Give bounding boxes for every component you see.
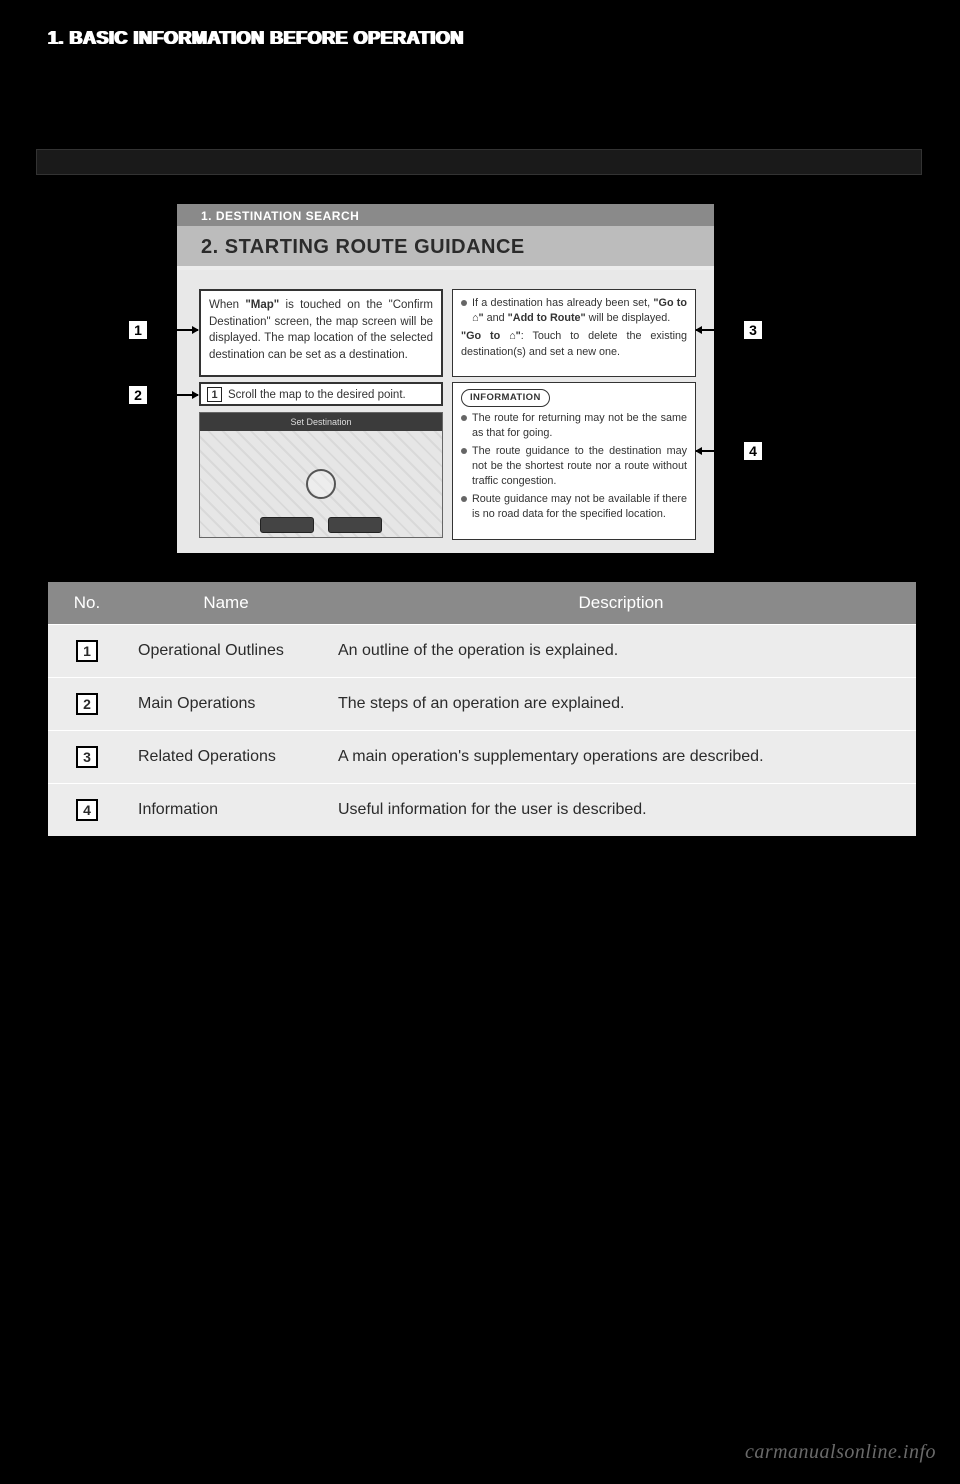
related-operations-box: If a destination has already been set, "…	[452, 289, 696, 377]
info-item: Route guidance may not be available if t…	[461, 492, 687, 522]
row-desc: Useful information for the user is descr…	[326, 784, 916, 837]
lead-line-2	[151, 394, 198, 396]
box3-bullet: If a destination has already been set, "…	[461, 296, 687, 326]
watermark: carmanualsonline.info	[745, 1441, 936, 1464]
row-num: 1	[76, 640, 98, 662]
main-operation-step-box: 1 Scroll the map to the desired point.	[199, 382, 443, 406]
row-name: Information	[126, 784, 326, 837]
map-screenshot: Set Destination	[199, 412, 443, 538]
row-name: Related Operations	[126, 731, 326, 784]
row-num: 4	[76, 799, 98, 821]
operational-outline-box: When "Map" is touched on the "Confirm De…	[199, 289, 443, 377]
row-name: Main Operations	[126, 678, 326, 731]
section-header: 1. BASIC INFORMATION BEFORE OPERATION	[48, 28, 464, 49]
panel-subheader: 1. DESTINATION SEARCH	[177, 204, 714, 226]
info-list: The route for returning may not be the s…	[461, 411, 687, 523]
legend-table: No. Name Description 1 Operational Outli…	[48, 582, 916, 836]
box3-line2: "Go to ⌂": Touch to delete the existing …	[461, 329, 687, 360]
divider-bar	[36, 149, 922, 175]
th-name: Name	[126, 582, 326, 625]
table-row: 4 Information Useful information for the…	[48, 784, 916, 837]
map-button-1	[260, 517, 314, 533]
th-desc: Description	[326, 582, 916, 625]
callout-marker-2: 2	[127, 384, 149, 406]
table-row: 3 Related Operations A main operation's …	[48, 731, 916, 784]
panel-title: 2. STARTING ROUTE GUIDANCE	[177, 226, 714, 266]
map-title-bar: Set Destination	[200, 413, 442, 431]
compass-icon	[306, 469, 336, 499]
row-desc: A main operation's supplementary operati…	[326, 731, 916, 784]
callout-marker-3: 3	[742, 319, 764, 341]
map-button-2	[328, 517, 382, 533]
example-panel: 1. DESTINATION SEARCH 2. STARTING ROUTE …	[177, 204, 714, 553]
row-num: 3	[76, 746, 98, 768]
table-row: 2 Main Operations The steps of an operat…	[48, 678, 916, 731]
step-number: 1	[207, 387, 222, 402]
callout-marker-4: 4	[742, 440, 764, 462]
lead-line-1	[151, 329, 198, 331]
lead-line-4	[696, 450, 740, 452]
step-text: Scroll the map to the desired point.	[228, 389, 406, 401]
box1-text: When "Map" is touched on the "Confirm De…	[209, 297, 433, 364]
info-item: The route for returning may not be the s…	[461, 411, 687, 441]
information-label: INFORMATION	[461, 389, 550, 407]
panel-body: When "Map" is touched on the "Confirm De…	[177, 270, 714, 553]
row-desc: An outline of the operation is explained…	[326, 625, 916, 678]
th-no: No.	[48, 582, 126, 625]
information-box: INFORMATION The route for returning may …	[452, 382, 696, 540]
callout-marker-1: 1	[127, 319, 149, 341]
info-item: The route guidance to the destination ma…	[461, 444, 687, 489]
row-desc: The steps of an operation are explained.	[326, 678, 916, 731]
row-num: 2	[76, 693, 98, 715]
table-row: 1 Operational Outlines An outline of the…	[48, 625, 916, 678]
lead-line-3	[696, 329, 740, 331]
row-name: Operational Outlines	[126, 625, 326, 678]
map-area	[200, 431, 442, 537]
